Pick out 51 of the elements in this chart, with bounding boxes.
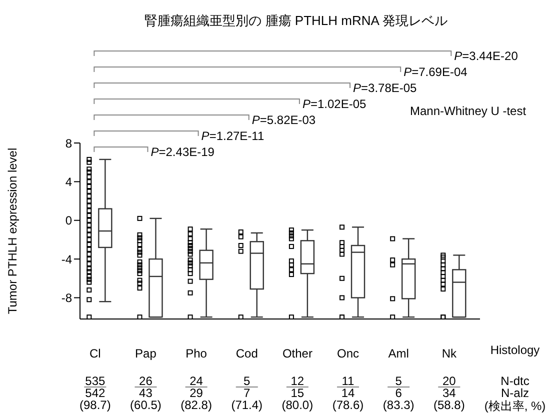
- text: 5: [244, 374, 250, 388]
- text: Mann-Whitney U -test: [410, 104, 526, 118]
- text: 7: [244, 386, 250, 400]
- text: 43: [139, 386, 152, 400]
- x-tick-label: Pho: [186, 346, 208, 361]
- y-tick-label: -4: [61, 252, 72, 266]
- text: Histology: [490, 343, 540, 357]
- x-tick-label: Pap: [135, 346, 157, 361]
- text: (78.6): [332, 398, 364, 412]
- x-tick-label: Cod: [236, 346, 258, 361]
- text: 11: [342, 374, 354, 388]
- text: P=7.69E-04: [404, 65, 468, 79]
- text: (83.3): [382, 398, 414, 412]
- text: P=3.44E-20: [454, 49, 518, 63]
- y-axis-title: Tumor PTHLH expression level: [5, 148, 20, 314]
- x-tick-label: Aml: [388, 346, 409, 361]
- text: 542: [85, 386, 106, 400]
- text: 14: [341, 386, 355, 400]
- text: (71.4): [231, 398, 263, 412]
- text: (58.8): [433, 398, 465, 412]
- text: 5: [395, 374, 402, 388]
- text: 12: [290, 374, 304, 388]
- text: N-alz: [500, 386, 530, 400]
- y-tick-label: 8: [65, 136, 72, 150]
- y-tick-label: 0: [65, 214, 72, 228]
- chart-title: 腎腫瘍組織亜型別の 腫瘍 PTHLH mRNA 発現レベル: [144, 12, 448, 30]
- text: 20: [442, 374, 456, 388]
- text: P=3.78E-05: [353, 81, 417, 95]
- text: 26: [139, 374, 152, 388]
- text: 15: [290, 386, 304, 400]
- x-tick-label: Cl: [90, 346, 101, 361]
- text: 34: [442, 386, 456, 400]
- y-tick-label: -8: [61, 290, 72, 305]
- text: (検出率, %): [484, 398, 546, 414]
- text: 6: [395, 386, 402, 400]
- text: (82.8): [180, 398, 212, 412]
- annotation: P=2.43E-19: [150, 145, 214, 159]
- text: 24: [190, 374, 203, 388]
- text: (80.0): [282, 398, 314, 412]
- text: 29: [190, 386, 203, 400]
- text: (98.7): [79, 398, 111, 412]
- text: 535: [85, 374, 106, 388]
- x-tick-label: Other: [282, 346, 312, 361]
- text: N-dtc: [500, 374, 530, 388]
- text: P=5.82E-03: [252, 113, 316, 127]
- x-tick-label: Nk: [442, 346, 458, 361]
- annotation: P=1.27E-11: [201, 129, 264, 143]
- x-tick-label: Onc: [337, 346, 360, 361]
- text: (60.5): [130, 398, 162, 412]
- text: P=1.02E-05: [302, 97, 366, 111]
- y-tick-label: 4: [65, 174, 72, 189]
